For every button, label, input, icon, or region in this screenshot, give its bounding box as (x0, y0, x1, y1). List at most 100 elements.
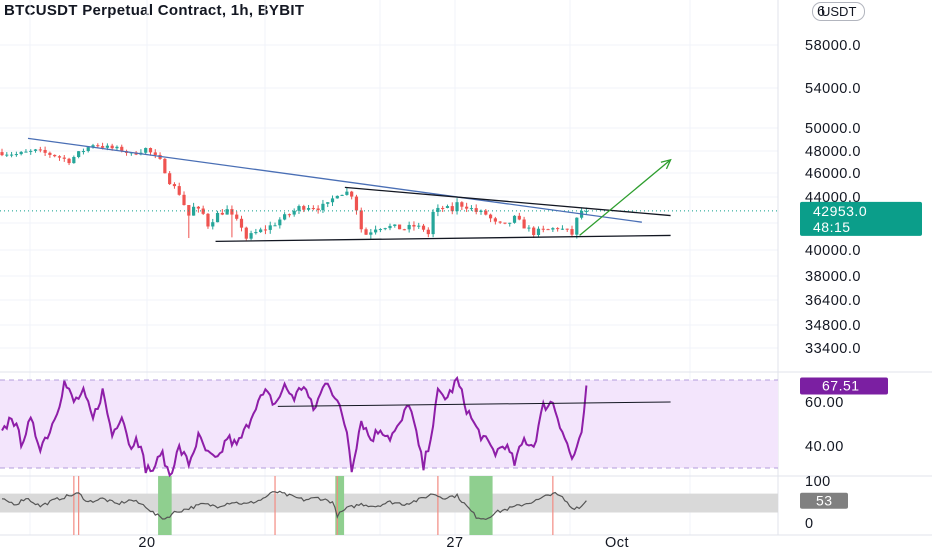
candle-body (412, 224, 416, 227)
candle-body (297, 206, 301, 211)
value-badges: 42953.048:15 67.51 53 (800, 201, 922, 509)
candle-body (5, 154, 9, 156)
candle-body (556, 228, 560, 230)
candle-body (187, 205, 191, 216)
candle-body (330, 198, 335, 203)
candle-body (57, 156, 62, 158)
candle-body (527, 227, 531, 229)
candle-body (421, 225, 426, 230)
price-tick-label: 40000.0 (805, 243, 861, 259)
candle-body (393, 224, 397, 226)
candle-body (172, 184, 177, 187)
candle-body (484, 210, 488, 215)
candle-body (215, 212, 220, 223)
candle-body (225, 209, 229, 215)
grid (0, 0, 932, 536)
rsi-value-badge (800, 377, 888, 395)
candle-body (239, 218, 244, 228)
candle-body (417, 225, 421, 227)
candle-body (192, 206, 196, 216)
price-tick-label: 33400.0 (805, 341, 861, 357)
candle-body (374, 229, 378, 233)
candle-body (397, 224, 402, 230)
candle-body (177, 186, 181, 195)
candle-body (345, 191, 349, 195)
candle-body (163, 158, 167, 174)
candle-body (445, 206, 450, 208)
oscillator-green-zone (469, 476, 493, 535)
candle-body (196, 206, 200, 209)
candle-body (220, 212, 224, 215)
candle-body (86, 147, 90, 152)
candle-body (29, 150, 33, 152)
rsi-tick-label: 40.00 (805, 439, 844, 455)
rsi-pane: 60.00 40.00 (0, 375, 844, 478)
triangle-upper-line (344, 186, 671, 217)
bar-countdown-label: 48:15 (813, 219, 851, 235)
candle-body (81, 151, 86, 153)
candle-body (302, 206, 306, 210)
candle-body (508, 222, 512, 224)
oscillator-line (1, 490, 587, 521)
price-tick-label: 46000.0 (805, 166, 861, 182)
candle-body (201, 208, 205, 214)
candle-body (570, 229, 574, 235)
oscillator-pane: 100500 (0, 474, 831, 535)
candle-body (48, 152, 52, 155)
candle-body (72, 157, 76, 164)
candle-body (426, 229, 430, 235)
candle-body (465, 206, 469, 209)
price-tick-label: 58000.0 (805, 38, 861, 54)
currency-selector[interactable]: USDT (812, 2, 866, 21)
candle-body (283, 214, 287, 220)
candle-body (0, 152, 4, 156)
candle-body (120, 146, 124, 152)
last-price-label: 42953.0 (813, 203, 867, 219)
candle-body (441, 207, 445, 209)
chart-title: BTCUSDT Perpetual Contract, 1h, BYBIT (4, 2, 305, 19)
oscillator-value-badge (800, 492, 848, 509)
rsi-value-label: 67.51 (822, 377, 860, 393)
time-tick-label: 27 (446, 535, 463, 550)
candle-body (206, 213, 210, 227)
candle-body (268, 225, 272, 230)
candle-body (455, 202, 459, 212)
candle-body (105, 145, 109, 148)
candle-body (148, 148, 153, 153)
last-price-badge (800, 201, 922, 236)
candle-body (110, 145, 114, 149)
price-tick-label: 50000.0 (805, 121, 861, 137)
candle-body (364, 229, 368, 235)
rsi-tick-label: 60.00 (805, 395, 844, 411)
candle-body (182, 194, 186, 206)
trendline-drawings (27, 137, 672, 243)
candle-body (244, 227, 248, 239)
candle-body (14, 154, 18, 156)
oscillator-tick-label: 100 (805, 474, 831, 490)
triangle-lower-line (215, 234, 671, 243)
candle-body (19, 151, 23, 155)
candle-body (254, 232, 258, 234)
rsi-line (1, 375, 588, 478)
candle-body (9, 154, 14, 156)
candle-body (67, 158, 71, 164)
candle-body (278, 219, 282, 226)
candle-body (96, 145, 100, 147)
candle-body (91, 145, 95, 148)
candle-body (378, 229, 383, 231)
candle-body (153, 152, 157, 155)
time-tick-label: 20 (138, 535, 155, 550)
candle-body (230, 209, 234, 215)
arrow-head (660, 158, 672, 170)
candle-body (144, 148, 148, 153)
candle-body (536, 228, 541, 235)
candle-body (474, 208, 478, 212)
candle-body (287, 214, 291, 216)
price-tick-label: 54000.0 (805, 81, 861, 97)
candle-body (541, 228, 545, 230)
candle-body (292, 210, 296, 215)
candle-body (24, 151, 28, 153)
candle-body (503, 222, 507, 224)
candle-body (168, 173, 172, 185)
